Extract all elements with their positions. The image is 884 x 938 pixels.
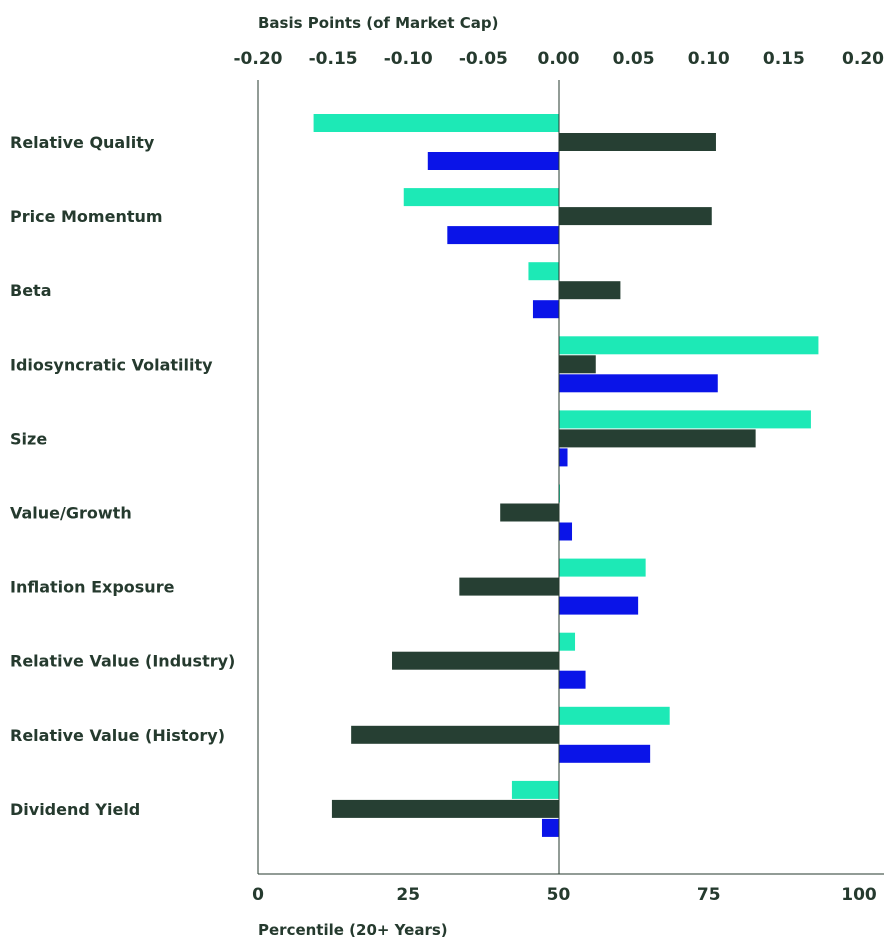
category-label: Relative Value (Industry) (10, 652, 235, 671)
bar (558, 410, 811, 429)
bar (558, 670, 586, 689)
bar (558, 133, 716, 151)
bar (558, 355, 596, 374)
top-tick-label: -0.10 (384, 49, 433, 69)
category-label: Relative Value (History) (10, 726, 225, 745)
bar (558, 336, 819, 355)
bar (528, 262, 559, 281)
bottom-axis-ticks: 0 25 50 75 100 (252, 885, 877, 905)
bar (558, 744, 651, 763)
bottom-axis-title: Percentile (20+ Years) (258, 921, 448, 938)
bottom-tick-label: 100 (841, 885, 877, 905)
bar (558, 522, 573, 541)
top-tick-label: -0.20 (234, 49, 283, 69)
top-axis-ticks: -0.20 -0.15 -0.10 -0.05 0.00 0.05 0.10 0.15 0.20 (234, 49, 884, 69)
bar (558, 706, 670, 725)
bar (500, 503, 559, 522)
bar (392, 651, 559, 670)
top-tick-label: 0.10 (688, 49, 730, 69)
category-label: Relative Quality (10, 133, 155, 152)
bar (558, 632, 576, 651)
bottom-tick-label: 75 (697, 885, 721, 905)
top-tick-label: 0.05 (613, 49, 655, 69)
bottom-tick-label: 25 (396, 885, 420, 905)
bar (541, 818, 559, 837)
bar (532, 300, 559, 319)
category-label: Price Momentum (10, 207, 163, 226)
top-tick-label: 0.15 (763, 49, 805, 69)
bar (511, 780, 559, 799)
bar (313, 114, 559, 132)
category-label: Inflation Exposure (10, 578, 175, 597)
top-tick-label: 0.20 (842, 49, 884, 69)
top-tick-label: -0.05 (459, 49, 508, 69)
bar (459, 577, 559, 596)
bottom-tick-label: 50 (547, 885, 571, 905)
bar (447, 226, 559, 245)
bar (558, 448, 568, 467)
category-labels: Relative Quality Price Momentum Beta Idiosy… (10, 133, 235, 819)
bar (403, 188, 559, 207)
bar (558, 429, 756, 448)
top-axis-title: Basis Points (of Market Cap) (258, 14, 498, 32)
bar (558, 558, 646, 577)
bars (313, 114, 819, 837)
category-label: Idiosyncratic Volatility (10, 355, 213, 374)
bar (331, 799, 559, 818)
category-label: Size (10, 429, 47, 448)
bar (351, 725, 559, 744)
bar (558, 596, 639, 615)
bar (558, 374, 718, 393)
bar (427, 152, 559, 170)
bottom-tick-label: 0 (252, 885, 264, 905)
top-tick-label: 0.00 (538, 49, 580, 69)
category-label: Value/Growth (10, 504, 132, 523)
category-label: Dividend Yield (10, 800, 140, 819)
bar (558, 207, 712, 226)
top-tick-label: -0.15 (309, 49, 358, 69)
bar (558, 281, 621, 300)
category-label: Beta (10, 281, 52, 300)
